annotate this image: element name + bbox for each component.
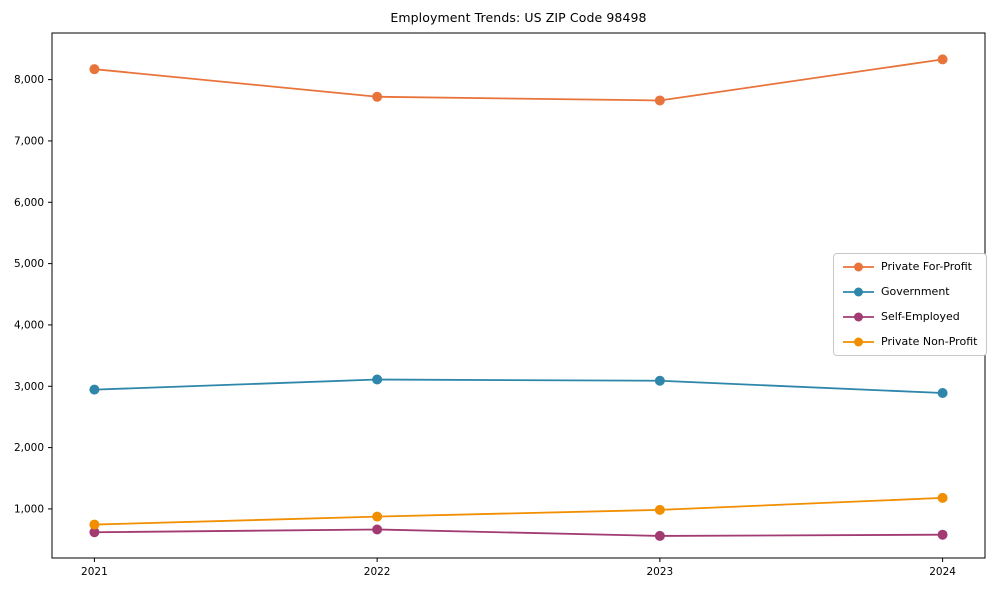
data-point-self-employed-2022 [372, 524, 383, 535]
legend-line-marker-icon [843, 337, 874, 347]
legend-line-marker-icon [843, 312, 874, 322]
legend-label: Private For-Profit [881, 260, 972, 273]
y-tick-label: 8,000 [14, 74, 44, 86]
data-point-government-2024 [937, 388, 948, 399]
legend-label: Government [881, 285, 950, 298]
legend-item-government: Government [843, 285, 977, 299]
data-point-private-for-profit-2024 [937, 54, 948, 65]
series-line-private-for-profit [93, 58, 944, 102]
data-point-private-non-profit-2022 [372, 511, 383, 522]
legend-label: Self-Employed [881, 310, 960, 323]
data-point-private-non-profit-2021 [89, 519, 100, 530]
data-point-private-non-profit-2023 [654, 504, 665, 515]
chart-title: Employment Trends: US ZIP Code 98498 [390, 10, 647, 25]
data-point-private-for-profit-2022 [372, 91, 383, 102]
data-point-private-non-profit-2024 [937, 492, 948, 503]
data-point-self-employed-2023 [654, 530, 665, 541]
x-tick-label: 2024 [929, 566, 956, 578]
x-tick-label: 2021 [81, 566, 108, 578]
data-point-private-for-profit-2023 [654, 95, 665, 106]
x-tick-label: 2022 [364, 566, 391, 578]
data-point-self-employed-2024 [937, 529, 948, 540]
series-line-self-employed [93, 528, 944, 537]
data-point-private-for-profit-2021 [89, 64, 100, 75]
legend-line-marker-icon [843, 262, 874, 272]
y-tick-label: 2,000 [14, 442, 44, 454]
legend-label: Private Non-Profit [881, 335, 978, 348]
y-tick-label: 3,000 [14, 381, 44, 393]
x-tick-label: 2023 [646, 566, 673, 578]
legend: Private For-Profit Government Self-Employe… [833, 253, 988, 356]
legend-line-marker-icon [843, 287, 874, 297]
data-point-government-2022 [372, 374, 383, 385]
y-tick-label: 6,000 [14, 197, 44, 209]
legend-item-self-employed: Self-Employed [843, 310, 977, 324]
data-point-government-2021 [89, 384, 100, 395]
legend-item-private-non-profit: Private Non-Profit [843, 335, 977, 349]
data-point-government-2023 [654, 375, 665, 386]
y-tick-label: 1,000 [14, 503, 44, 515]
y-tick-label: 4,000 [14, 319, 44, 331]
y-tick-label: 5,000 [14, 258, 44, 270]
data-point-self-employed-2021 [89, 527, 100, 538]
series-line-private-non-profit [93, 496, 944, 526]
legend-item-private-for-profit: Private For-Profit [843, 260, 977, 274]
series-line-government [93, 378, 944, 394]
y-tick-label: 7,000 [14, 135, 44, 147]
